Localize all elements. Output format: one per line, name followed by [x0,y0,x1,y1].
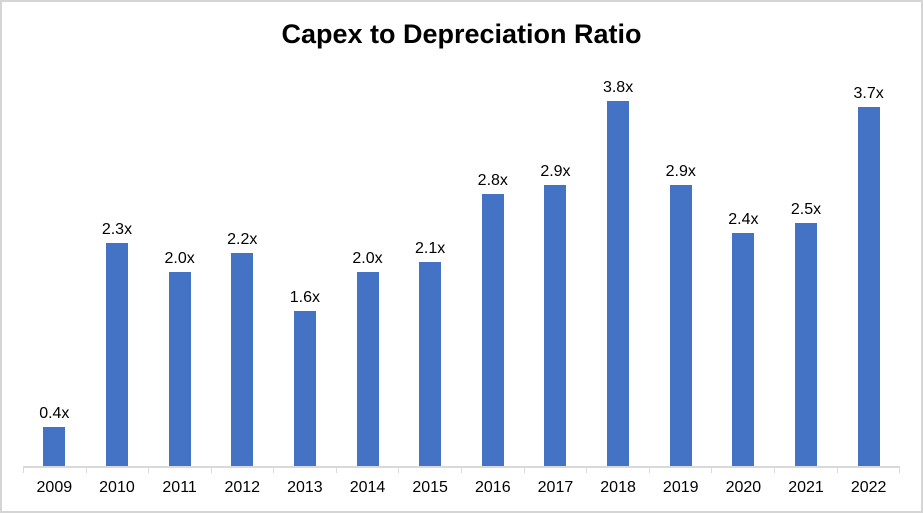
bar [419,262,442,466]
bar-group-2011: 2.0x [148,78,211,466]
bar-group-2015: 2.1x [399,78,462,466]
data-label: 2.4x [728,211,759,228]
bar-group-2019: 2.9x [649,78,712,466]
bar-group-2016: 2.8x [461,78,524,466]
axis-tick [399,468,463,473]
x-axis-line [23,466,900,468]
plot-area: 0.4x 2.3x 2.0x 2.2x 1.6x 2.0x 2.1x 2.8x 2.9x 3.8x… [23,78,900,466]
bar-group-2022: 3.7x [837,78,900,466]
data-label: 2.0x [164,250,195,267]
x-axis-labels: 2009 2010 2011 2012 2013 2014 2015 2016 2017 2018… [23,478,900,498]
x-axis-label: 2022 [850,479,887,496]
x-axis-label: 2021 [788,479,824,496]
bar [293,311,316,466]
data-label: 2.9x [540,163,571,180]
x-axis-label: 2011 [162,479,197,496]
x-axis-label: 2009 [36,479,73,496]
x-axis-label: 2014 [349,479,386,496]
axis-tick [838,468,901,473]
axis-tick [274,468,337,473]
x-axis-label: 2018 [600,479,636,496]
bar [669,185,692,466]
axis-tick [712,468,775,473]
axis-tick [212,468,275,473]
bar [356,272,379,466]
data-label: 2.0x [352,250,383,267]
axis-tick [23,468,87,473]
data-label: 1.6x [289,289,320,306]
x-axis-label: 2020 [725,479,762,496]
bar-group-2020: 2.4x [712,78,775,466]
axis-tick [337,468,400,473]
data-label: 2.8x [477,172,508,189]
bar [857,107,880,466]
axis-tick [650,468,713,473]
bar-group-2018: 3.8x [587,78,650,466]
axis-tick [149,468,212,473]
axis-tick [462,468,525,473]
bar-group-2014: 2.0x [336,78,399,466]
data-label: 2.5x [790,201,822,218]
bar [732,233,755,466]
x-axis-ticks [23,468,901,473]
data-label: 3.7x [853,85,884,102]
x-axis-label: 2012 [224,479,261,496]
x-axis-label: 2013 [287,479,323,496]
axis-tick [775,468,838,473]
data-label: 2.1x [415,240,446,257]
bar [168,272,191,466]
x-axis-label: 2017 [537,479,574,496]
x-axis-label: 2016 [475,479,511,496]
x-axis-label: 2010 [99,479,135,496]
bar [481,194,504,466]
data-label: 2.3x [101,221,133,238]
bar [231,253,254,466]
bar-group-2017: 2.9x [524,78,587,466]
bar [607,101,630,466]
bar [43,427,66,466]
bar [544,185,567,466]
bar-group-2010: 2.3x [86,78,149,466]
bar-group-2013: 1.6x [274,78,337,466]
x-axis-label: 2015 [412,479,448,496]
bar-group-2012: 2.2x [211,78,274,466]
data-label: 0.4x [39,405,70,422]
axis-tick [87,468,150,473]
axis-tick [525,468,588,473]
chart-title: Capex to Depreciation Ratio [281,19,642,49]
x-axis-label: 2019 [662,479,699,496]
data-label: 3.8x [602,79,634,96]
bar [795,223,817,466]
bar [105,243,128,466]
data-label: 2.9x [665,163,696,180]
bar-group-2009: 0.4x [23,78,86,466]
bar-group-2021: 2.5x [775,78,838,466]
axis-tick [587,468,650,473]
data-label: 2.2x [227,231,258,248]
